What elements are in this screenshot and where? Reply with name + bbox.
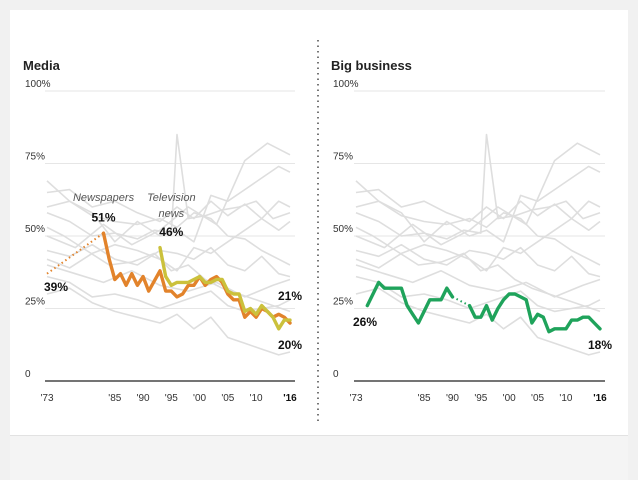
media-x-tick-label: '95: [165, 393, 178, 404]
media-x-tick-label: '73: [40, 393, 53, 404]
media-y-tick-label: 25%: [25, 297, 45, 308]
business-value-label: 26%: [353, 315, 377, 329]
business-x-tick-label: '00: [503, 393, 516, 404]
media-background-series-line: [46, 133, 291, 240]
big-business-series-line: [467, 292, 602, 334]
business-y-tick-label: 75%: [333, 152, 353, 163]
business-x-tick-label: '95: [474, 393, 487, 404]
business-background-series-line: [355, 243, 601, 278]
business-y-tick-label: 25%: [333, 297, 353, 308]
business-background-series-line: [355, 188, 601, 231]
media-x-tick-label: '90: [137, 393, 150, 404]
media-background-series-line: [46, 243, 291, 278]
media-chart-title: Media: [23, 58, 61, 73]
business-x-tick-label: '90: [446, 393, 459, 404]
slide-footer-band: [10, 435, 628, 480]
television-news-series-line: [158, 245, 292, 331]
business-background-series-line: [355, 165, 601, 243]
business-value-label: 18%: [588, 338, 612, 352]
business-x-tick-label: '16: [593, 393, 607, 404]
business-y-tick-label: 50%: [333, 224, 353, 235]
media-series-name-label: Television: [147, 192, 196, 204]
media-y-tick-label: 50%: [25, 224, 45, 235]
media-value-label: 39%: [44, 280, 68, 294]
media-background-series-line: [46, 188, 291, 231]
business-chart-title: Big business: [331, 58, 412, 73]
media-x-tick-label: '16: [283, 393, 297, 404]
media-y-tick-label: 100%: [25, 79, 51, 90]
media-value-label: 51%: [91, 211, 115, 225]
media-background-series-line: [46, 165, 291, 243]
media-background-series-line: [46, 287, 291, 356]
business-y-tick-label: 0: [333, 369, 339, 380]
media-value-label: 46%: [159, 225, 183, 239]
media-y-tick-label: 75%: [25, 152, 45, 163]
media-y-tick-label: 0: [25, 369, 31, 380]
media-series-name-label: Newspapers: [73, 192, 135, 204]
media-x-tick-label: '85: [108, 393, 121, 404]
media-background-series-line: [46, 200, 291, 272]
big-business-dotted-line: [452, 296, 470, 307]
business-x-tick-label: '10: [559, 393, 572, 404]
business-background-series-line: [355, 133, 601, 240]
media-value-label: 21%: [278, 289, 302, 303]
media-x-tick-label: '10: [250, 393, 263, 404]
media-x-tick-label: '05: [221, 393, 234, 404]
business-y-tick-label: 100%: [333, 79, 359, 90]
media-background-series-line: [46, 264, 291, 298]
business-x-tick-label: '05: [531, 393, 544, 404]
business-x-tick-label: '85: [418, 393, 431, 404]
media-series-name-label: news: [158, 208, 184, 220]
media-value-label: 20%: [278, 338, 302, 352]
business-background-series-line: [355, 200, 601, 272]
business-background-series-line: [355, 264, 601, 298]
business-background-series-line: [355, 142, 601, 249]
big-business-series-line: [365, 280, 455, 325]
business-x-tick-label: '73: [349, 393, 362, 404]
media-background-series-line: [46, 142, 291, 249]
media-x-tick-label: '00: [193, 393, 206, 404]
